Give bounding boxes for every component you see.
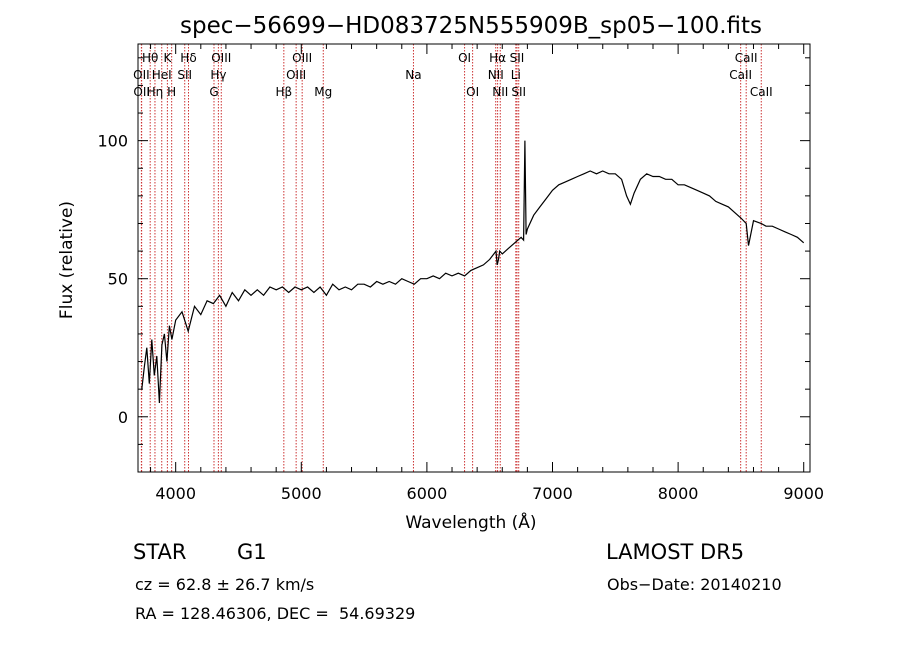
spectrum-line: [141, 140, 805, 404]
line-label: G: [209, 85, 218, 99]
line-label: SII: [510, 51, 525, 65]
line-label: Hβ: [275, 85, 292, 99]
line-label: Hα: [489, 51, 506, 65]
chart-title: spec−56699−HD083725N555909B_sp05−100.fit…: [180, 13, 762, 39]
plot-frame: [137, 43, 811, 473]
line-label: Hη: [147, 85, 164, 99]
y-axis-ticks: 0 50 100: [97, 57, 810, 445]
line-label: CaII: [729, 68, 752, 82]
line-label: OIII: [292, 51, 312, 65]
observation-date: Obs−Date: 20140210: [607, 575, 782, 594]
line-label: Hθ: [142, 51, 158, 65]
line-label: Hγ: [210, 68, 226, 82]
y-tick-label: 0: [118, 408, 128, 427]
line-label: SII: [511, 85, 526, 99]
x-axis-ticks: 4000 5000 6000 7000 8000 9000: [150, 44, 824, 503]
y-tick-label: 100: [97, 132, 128, 151]
line-label: H: [167, 85, 176, 99]
x-axis-label: Wavelength (Å): [405, 511, 536, 533]
line-label: SII: [177, 68, 192, 82]
emission-line-markers: [140, 44, 762, 472]
line-label: HeI: [152, 68, 172, 82]
line-label: K: [163, 51, 172, 65]
line-label: CaII: [735, 51, 758, 65]
line-label: NII: [492, 85, 508, 99]
line-label: CaII: [750, 85, 773, 99]
object-subclass: G1: [237, 540, 267, 564]
line-label: Li: [511, 68, 521, 82]
x-tick-label: 5000: [281, 484, 322, 503]
line-label: OI: [466, 85, 479, 99]
line-label: NII: [488, 68, 504, 82]
x-tick-label: 8000: [658, 484, 699, 503]
line-label: Na: [405, 68, 421, 82]
line-label: OIII: [211, 51, 231, 65]
y-axis-label: Flux (relative): [57, 201, 77, 319]
object-class: STAR: [133, 540, 187, 564]
cz-value: cz = 62.8 ± 26.7 km/s: [135, 575, 315, 594]
line-label: OI: [458, 51, 471, 65]
x-tick-label: 7000: [532, 484, 573, 503]
y-tick-label: 50: [108, 270, 128, 289]
line-label: OII: [133, 68, 150, 82]
survey-name: LAMOST DR5: [606, 540, 745, 564]
line-label: Hδ: [180, 51, 196, 65]
line-label: Mg: [314, 85, 332, 99]
line-label: OIII: [286, 68, 306, 82]
ra-dec-coordinates: RA = 128.46306, DEC = 54.69329: [135, 604, 416, 623]
x-tick-label: 9000: [783, 484, 824, 503]
x-tick-label: 6000: [407, 484, 448, 503]
x-tick-label: 4000: [155, 484, 196, 503]
